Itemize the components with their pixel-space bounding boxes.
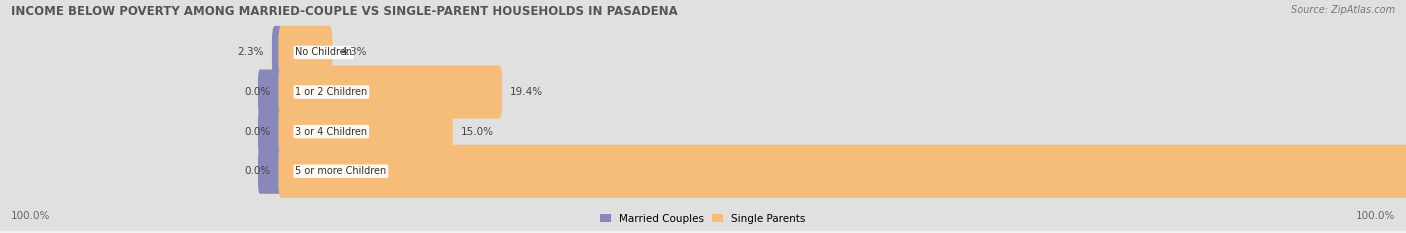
FancyBboxPatch shape [278,26,332,79]
Text: 4.3%: 4.3% [340,48,367,57]
FancyBboxPatch shape [271,26,284,79]
FancyBboxPatch shape [259,149,284,194]
Text: 0.0%: 0.0% [245,87,271,97]
FancyBboxPatch shape [0,32,1406,152]
Text: 15.0%: 15.0% [461,127,494,137]
Text: No Children: No Children [295,48,353,57]
Text: 100.0%: 100.0% [1355,211,1395,221]
Text: 0.0%: 0.0% [245,127,271,137]
FancyBboxPatch shape [259,69,284,115]
Text: 3 or 4 Children: 3 or 4 Children [295,127,367,137]
FancyBboxPatch shape [278,65,502,119]
Text: 100.0%: 100.0% [11,211,51,221]
FancyBboxPatch shape [0,111,1406,231]
Text: 0.0%: 0.0% [245,166,271,176]
FancyBboxPatch shape [0,0,1406,112]
FancyBboxPatch shape [278,105,453,158]
Text: Source: ZipAtlas.com: Source: ZipAtlas.com [1291,5,1395,15]
Text: INCOME BELOW POVERTY AMONG MARRIED-COUPLE VS SINGLE-PARENT HOUSEHOLDS IN PASADEN: INCOME BELOW POVERTY AMONG MARRIED-COUPL… [11,5,678,18]
Text: 19.4%: 19.4% [510,87,543,97]
Text: 1 or 2 Children: 1 or 2 Children [295,87,367,97]
Legend: Married Couples, Single Parents: Married Couples, Single Parents [596,209,810,228]
FancyBboxPatch shape [259,109,284,154]
FancyBboxPatch shape [0,72,1406,192]
Text: 5 or more Children: 5 or more Children [295,166,387,176]
FancyBboxPatch shape [278,145,1406,198]
Text: 2.3%: 2.3% [238,48,264,57]
